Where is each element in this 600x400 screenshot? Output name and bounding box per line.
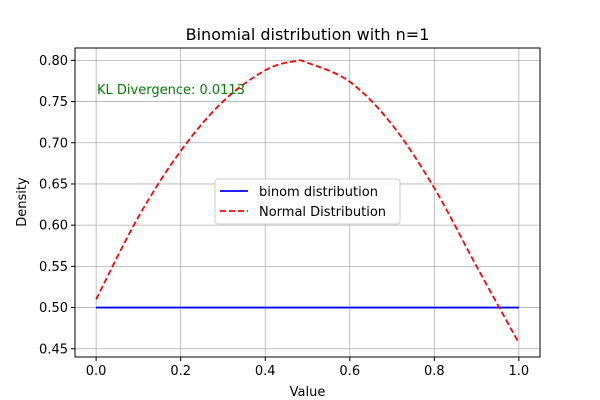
legend: binom distribution Normal Distribution (214, 178, 401, 225)
y-axis-label: Density (15, 177, 30, 227)
y-tick-label: 0.60 (39, 219, 68, 234)
y-tick-label: 0.75 (39, 95, 68, 110)
series-lines (95, 59, 520, 344)
y-tick-label: 0.45 (39, 342, 68, 357)
legend-label-normal: Normal Distribution (259, 205, 386, 220)
x-axis-label: Value (290, 385, 326, 400)
legend-label-binom: binom distribution (259, 185, 378, 200)
chart-title: Binomial distribution with n=1 (186, 25, 430, 44)
x-tick-label: 0.2 (170, 364, 191, 379)
y-tick-label: 0.70 (39, 136, 68, 151)
y-tick-label: 0.65 (39, 177, 68, 192)
x-tick-label: 1.0 (509, 364, 530, 379)
grid (75, 48, 540, 357)
plot-frame (74, 47, 541, 358)
legend-box (214, 178, 401, 225)
y-tick-label: 0.55 (39, 260, 68, 275)
x-tick-label: 0.8 (424, 364, 445, 379)
y-tick-label: 0.80 (39, 54, 68, 69)
x-tick-label: 0.0 (86, 364, 107, 379)
kl-divergence-annotation: KL Divergence: 0.0113 (97, 83, 245, 98)
y-axis-ticks: 0.45 0.50 0.55 0.60 0.65 0.70 0.75 0.80 (39, 54, 75, 357)
x-tick-label: 0.4 (255, 364, 276, 379)
x-tick-label: 0.6 (339, 364, 360, 379)
x-axis-ticks: 0.0 0.2 0.4 0.6 0.8 1.0 (86, 357, 529, 379)
series-line-normal (95, 59, 520, 344)
y-tick-label: 0.50 (39, 301, 68, 316)
